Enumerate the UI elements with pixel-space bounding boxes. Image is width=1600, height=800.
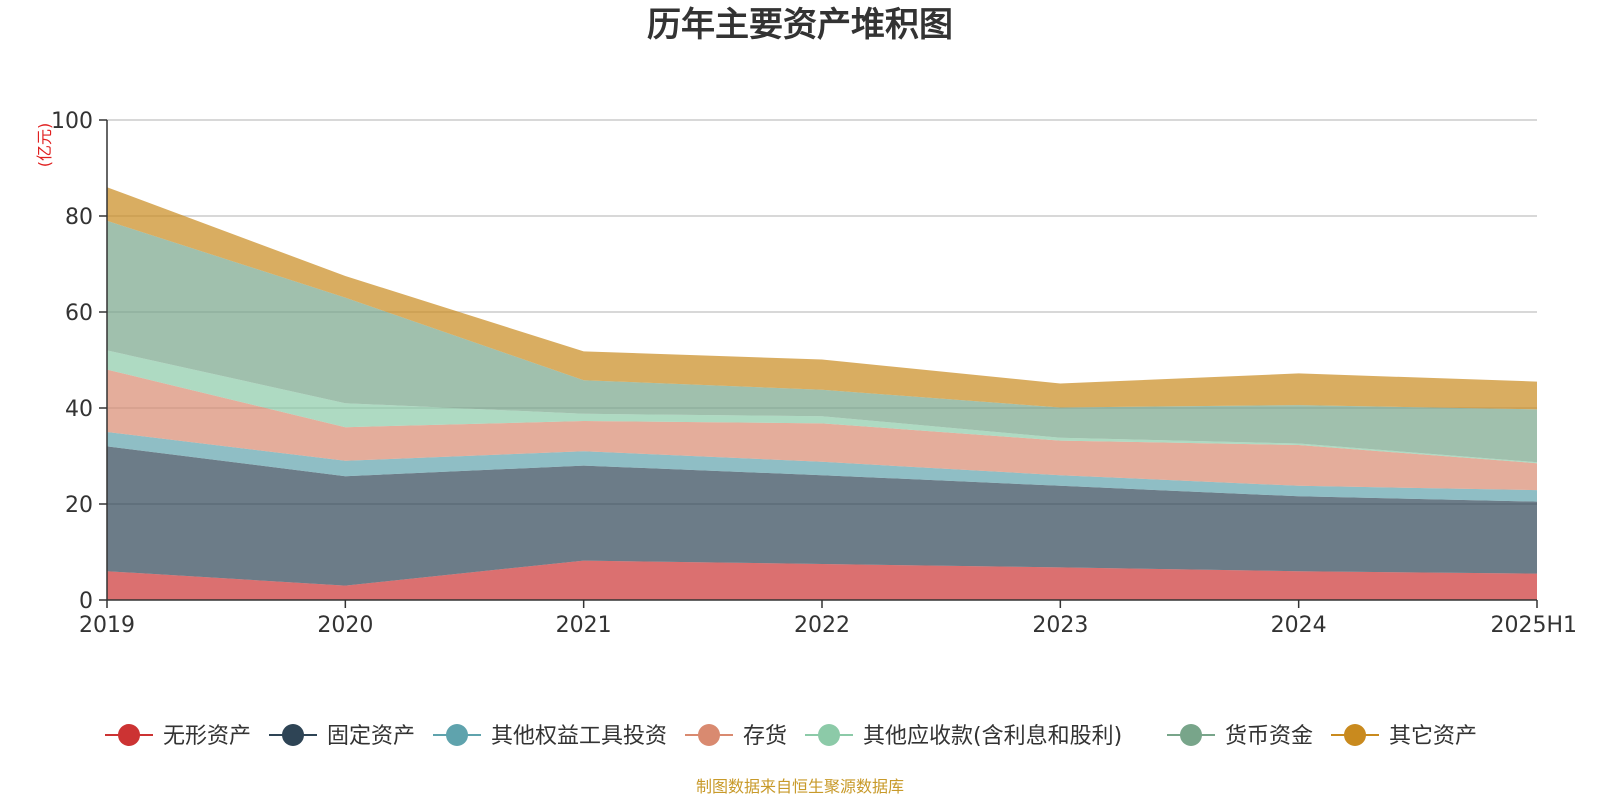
legend-item-4[interactable]: 其他应收款(含利息和股利)	[805, 724, 1122, 749]
axes: 0 20 40 60 80 100 2019 2020 2021 2022 2023 2024 2025…	[51, 109, 1577, 638]
legend-item-3[interactable]: 存货	[685, 724, 787, 749]
area-series-0	[107, 560, 1537, 600]
legend-label: 其他权益工具投资	[491, 724, 667, 749]
x-tick-label: 2025H1	[1490, 613, 1577, 638]
legend-marker-icon	[1344, 724, 1366, 746]
x-tick-label: 2022	[794, 613, 850, 638]
legend-label: 无形资产	[163, 724, 251, 749]
legend-item-2[interactable]: 其他权益工具投资	[433, 724, 667, 749]
x-tick-label: 2019	[79, 613, 135, 638]
legend-marker-icon	[446, 724, 468, 746]
area-series-6	[107, 187, 1537, 410]
legend-marker-icon	[1180, 724, 1202, 746]
plot-areas	[107, 187, 1537, 600]
area-series-4	[107, 350, 1537, 464]
y-tick-label: 100	[51, 109, 93, 134]
legend-marker-icon	[282, 724, 304, 746]
area-series-2	[107, 432, 1537, 502]
legend-label: 固定资产	[327, 724, 415, 749]
y-tick-label: 80	[65, 205, 93, 230]
area-series-3	[107, 369, 1537, 491]
chart-title: 历年主要资产堆积图	[647, 5, 953, 45]
legend-item-5[interactable]: 货币资金	[1167, 724, 1313, 749]
legend-label: 其他应收款(含利息和股利)	[863, 724, 1122, 749]
legend-marker-icon	[818, 724, 840, 746]
y-tick-label: 40	[65, 397, 93, 422]
y-axis-unit: (亿元)	[35, 123, 54, 168]
area-series-1	[107, 446, 1537, 586]
x-tick-label: 2021	[556, 613, 612, 638]
y-tick-label: 60	[65, 301, 93, 326]
legend: 无形资产 固定资产 其他权益工具投资 存货 其他应收款(含利息和股利) 货币资金 其它资产	[105, 724, 1477, 749]
legend-item-1[interactable]: 固定资产	[269, 724, 415, 749]
legend-label: 其它资产	[1389, 724, 1477, 749]
legend-label: 货币资金	[1225, 724, 1313, 749]
area-series-5	[107, 220, 1537, 463]
y-tick-label: 0	[79, 589, 93, 614]
x-tick-label: 2020	[317, 613, 373, 638]
legend-label: 存货	[743, 724, 787, 749]
x-tick-label: 2024	[1271, 613, 1327, 638]
x-tick-label: 2023	[1032, 613, 1088, 638]
y-tick-label: 20	[65, 493, 93, 518]
source-note: 制图数据来自恒生聚源数据库	[696, 777, 904, 796]
legend-item-6[interactable]: 其它资产	[1331, 724, 1477, 749]
legend-marker-icon	[118, 724, 140, 746]
legend-marker-icon	[698, 724, 720, 746]
legend-item-0[interactable]: 无形资产	[105, 724, 251, 749]
